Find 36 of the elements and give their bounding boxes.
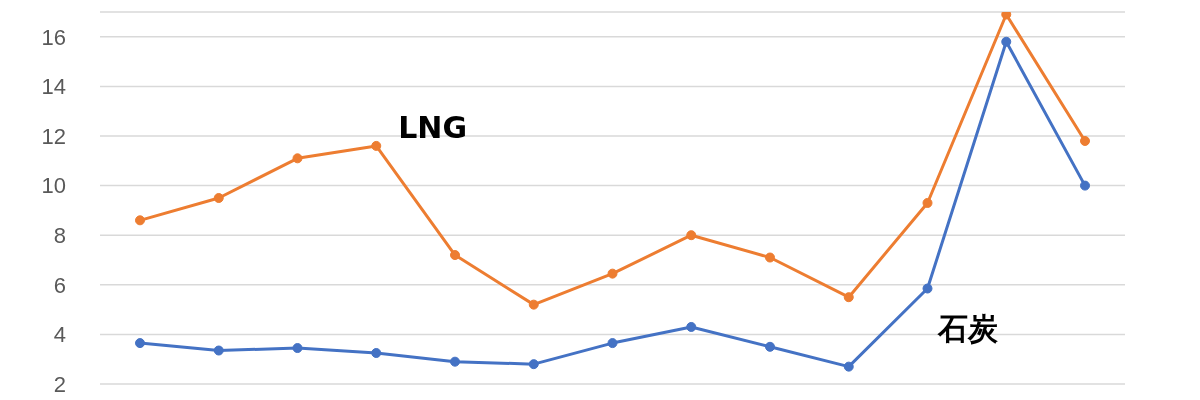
y-tick-label: 16 bbox=[41, 24, 66, 50]
point bbox=[1080, 135, 1090, 146]
point bbox=[765, 252, 775, 263]
point bbox=[1001, 12, 1012, 20]
point bbox=[450, 250, 460, 261]
point bbox=[135, 338, 145, 349]
y-tick-label: 4 bbox=[53, 322, 66, 348]
y-tick-label: 10 bbox=[41, 173, 66, 199]
point bbox=[922, 197, 933, 208]
point bbox=[607, 338, 618, 349]
series-label: LNG bbox=[398, 109, 468, 145]
point bbox=[528, 299, 539, 310]
point bbox=[1080, 180, 1090, 191]
point bbox=[450, 356, 460, 367]
point bbox=[135, 215, 145, 226]
y-tick-label: 14 bbox=[41, 74, 66, 100]
point bbox=[371, 348, 382, 358]
y-tick-label: 2 bbox=[53, 371, 66, 397]
point bbox=[213, 193, 224, 203]
point bbox=[922, 283, 933, 294]
point bbox=[292, 153, 303, 164]
series-label: 石炭 bbox=[936, 310, 998, 346]
y-tick-label: 6 bbox=[53, 272, 66, 298]
point bbox=[292, 343, 303, 354]
point bbox=[765, 341, 775, 352]
point bbox=[607, 268, 618, 279]
point bbox=[213, 345, 224, 356]
point bbox=[686, 321, 697, 332]
point bbox=[843, 361, 854, 372]
y-tick-label: 8 bbox=[53, 223, 66, 249]
point bbox=[371, 140, 382, 151]
point bbox=[1001, 36, 1012, 47]
point bbox=[686, 230, 697, 241]
y-tick-label: 12 bbox=[41, 123, 66, 149]
point bbox=[528, 359, 539, 370]
point bbox=[843, 292, 854, 303]
